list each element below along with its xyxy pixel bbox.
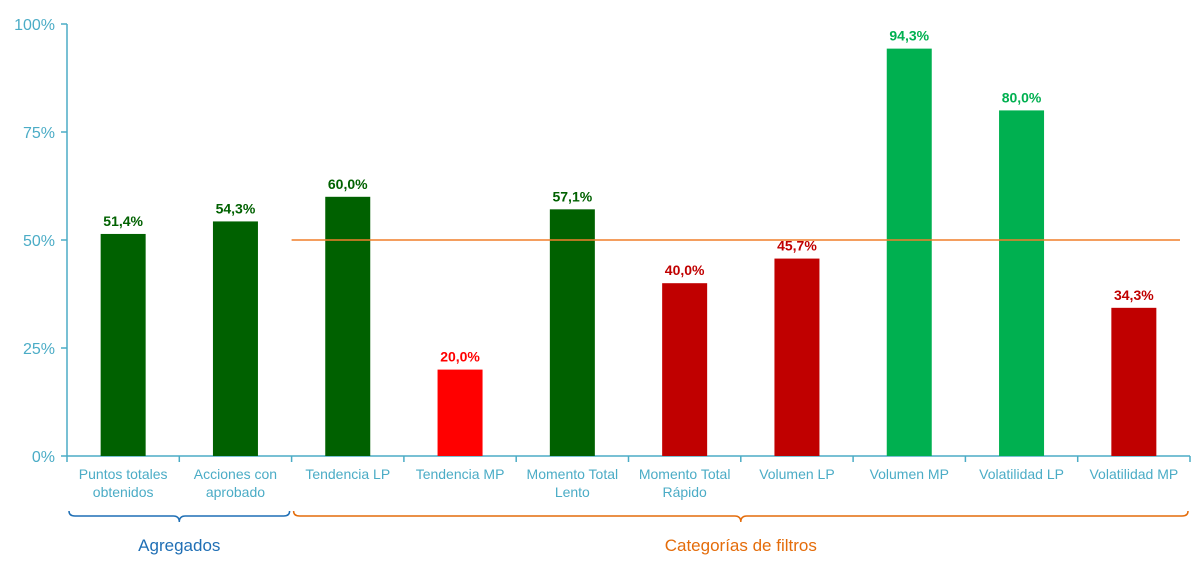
data-label: 45,7% [777,238,817,254]
bar [999,110,1045,457]
y-tick-label: 0% [32,449,55,466]
bar [437,369,483,456]
data-label: 40,0% [665,262,705,278]
data-label: 51,4% [103,213,143,229]
bar [212,221,258,456]
group-label: Agregados [138,536,220,555]
category-label: Volumen LP [759,466,835,482]
bar [774,258,820,456]
group-label: Categorías de filtros [665,536,817,555]
group-bracket [68,510,291,523]
data-label: 54,3% [216,200,256,216]
bar [325,196,371,457]
category-label: Puntos totales obtenidos [79,466,168,500]
category-label: Volatilidad LP [979,466,1064,482]
category-label: Volumen MP [870,466,949,482]
data-label: 94,3% [889,28,929,44]
bar [662,283,708,456]
data-labels: 51,4% 54,3% 60,0% 20,0% 57,1% 40,0% 45,7% 94,3%… [103,28,1154,365]
data-label: 80,0% [1002,89,1042,105]
y-tick-label: 50% [23,233,55,250]
y-tick-label: 25% [23,341,55,358]
category-labels: Puntos totales obtenidos Acciones con aprob… [79,466,1178,500]
y-tick-label: 75% [23,125,55,142]
y-tick-label: 100% [14,17,55,34]
category-label: Tendencia LP [305,466,390,482]
group-bracket [292,510,1189,523]
group-brackets: Agregados Categorías de filtros [68,510,1189,555]
bar [100,233,146,456]
data-label: 60,0% [328,176,368,192]
data-label: 34,3% [1114,287,1154,303]
bar [886,48,932,457]
category-label: Momento Total Rápido [639,466,731,500]
data-label: 20,0% [440,349,480,365]
bars [100,48,1157,457]
bar [1111,307,1157,456]
data-label: 57,1% [552,188,592,204]
category-label: Volatilidad MP [1089,466,1178,482]
category-label: Acciones con aprobado [194,466,277,500]
category-label: Momento Total Lento [527,466,619,500]
bar [549,209,595,456]
category-label: Tendencia MP [416,466,505,482]
